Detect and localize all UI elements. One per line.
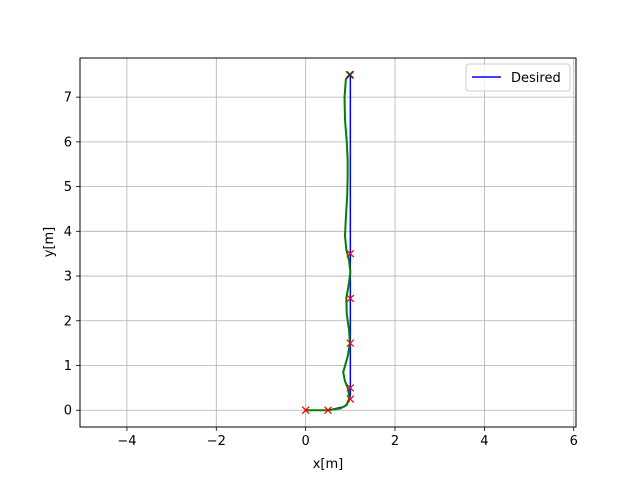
y-tick-label: 7 bbox=[64, 91, 72, 106]
x-marker-point bbox=[346, 70, 355, 79]
y-tick-label: 1 bbox=[64, 359, 72, 374]
x-axis-label: x[m] bbox=[313, 457, 344, 472]
x-marker-point bbox=[345, 70, 354, 79]
x-tick-label: 6 bbox=[570, 434, 578, 449]
x-marker-point bbox=[346, 383, 355, 392]
x-marker-point bbox=[324, 406, 332, 415]
x-marker-point bbox=[301, 406, 310, 415]
plot-area-background bbox=[80, 58, 576, 427]
legend: Desired bbox=[465, 63, 571, 92]
y-tick-label: 4 bbox=[64, 225, 72, 240]
y-tick-label: 2 bbox=[64, 314, 72, 329]
y-axis-label: y[m] bbox=[42, 227, 57, 258]
x-marker-point bbox=[346, 249, 355, 258]
legend-label-desired: Desired bbox=[511, 71, 561, 86]
x-marker-point bbox=[346, 294, 355, 303]
x-marker-point bbox=[346, 395, 355, 403]
x-tick-label: −4 bbox=[117, 434, 136, 449]
x-tick-label: 0 bbox=[302, 434, 310, 449]
series-line-1 bbox=[304, 73, 352, 412]
grid-layer bbox=[80, 58, 576, 427]
x-tick-label: 2 bbox=[391, 434, 399, 449]
x-tick-label: −2 bbox=[207, 434, 226, 449]
x-tick-label: 4 bbox=[480, 434, 488, 449]
y-tick-label: 0 bbox=[64, 404, 72, 419]
series-layer bbox=[301, 70, 355, 415]
x-marker-point bbox=[346, 339, 355, 348]
legend-box bbox=[465, 63, 571, 92]
y-tick-label: 6 bbox=[64, 135, 72, 150]
tick-layer: −4 −2 0 2 4 6 0 1 2 3 4 5 6 7 bbox=[64, 91, 578, 449]
data-layer bbox=[301, 70, 355, 415]
y-tick-label: 5 bbox=[64, 180, 72, 195]
plot-frame bbox=[79, 57, 577, 428]
y-tick-label: 3 bbox=[64, 270, 72, 285]
